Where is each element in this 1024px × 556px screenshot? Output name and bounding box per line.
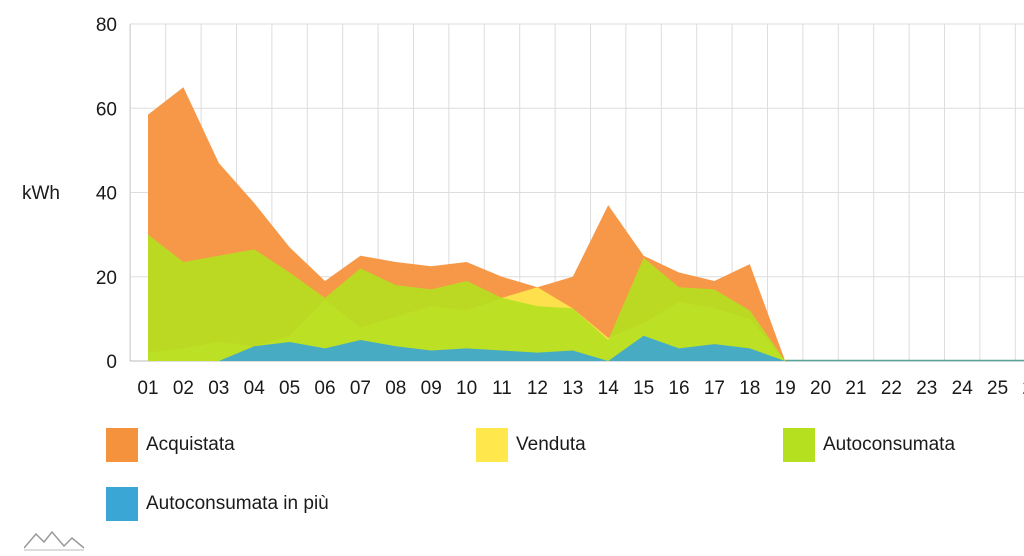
x-tick-label: 25	[987, 378, 1008, 399]
x-tick-label: 14	[598, 378, 620, 399]
legend-swatch-autoconsumata-in-piu	[106, 487, 138, 521]
legend-item-venduta[interactable]: Venduta	[476, 425, 586, 465]
x-tick-label: 19	[775, 378, 796, 399]
x-tick-label: 09	[421, 378, 442, 399]
y-tick-label: 40	[96, 184, 117, 205]
x-tick-label: 12	[527, 378, 548, 399]
legend-swatch-acquistata	[106, 428, 138, 462]
chart-areas	[148, 87, 1024, 362]
x-tick-label: 23	[916, 378, 937, 399]
x-axis-ticks: 01 02 03 04 05 06 07 08 09 10 11 12 13 14 15 16 17 18 19 20…	[137, 378, 1024, 399]
x-tick-label: 07	[350, 378, 371, 399]
x-tick-label: 03	[208, 378, 229, 399]
x-tick-label: 21	[845, 378, 866, 399]
y-tick-label: 0	[106, 352, 117, 373]
series-area-autoconsumata[interactable]	[148, 234, 1024, 361]
x-tick-label: 05	[279, 378, 300, 399]
x-tick-label: 17	[704, 378, 725, 399]
y-tick-label: 20	[96, 268, 117, 289]
x-tick-label: 16	[668, 378, 689, 399]
x-tick-label: 18	[739, 378, 760, 399]
x-tick-label: 20	[810, 378, 831, 399]
legend-swatch-autoconsumata	[783, 428, 815, 462]
legend-item-autoconsumata[interactable]: Autoconsumata	[783, 425, 955, 465]
x-tick-label: 08	[385, 378, 406, 399]
legend-item-autoconsumata-in-piu[interactable]: Autoconsumata in più	[106, 484, 329, 524]
x-tick-label: 15	[633, 378, 654, 399]
area-chart: 0 20 40 60 80 01 02 03 04 05 06 07 08 09 10 11 12 13 14 15…	[22, 15, 1024, 399]
mountain-logo-icon	[24, 530, 85, 551]
legend-swatch-venduta	[476, 428, 508, 462]
x-tick-label: 11	[492, 378, 512, 399]
x-tick-label: 26	[1022, 378, 1024, 399]
x-tick-label: 24	[952, 378, 974, 399]
chart-legend: Acquistata Venduta Autoconsumata Autocon…	[0, 420, 1024, 530]
y-axis-label: kWh	[22, 183, 60, 204]
x-tick-label: 22	[881, 378, 902, 399]
x-tick-label: 06	[314, 378, 335, 399]
x-tick-label: 02	[173, 378, 194, 399]
series-area-autoconsumata-in-pi-[interactable]	[148, 335, 1024, 361]
legend-label: Venduta	[516, 434, 586, 455]
legend-label: Autoconsumata in più	[146, 493, 329, 514]
x-tick-label: 13	[562, 378, 583, 399]
x-tick-label: 01	[137, 378, 158, 399]
y-tick-label: 80	[96, 15, 117, 36]
x-tick-label: 10	[456, 378, 477, 399]
x-tick-label: 04	[244, 378, 266, 399]
y-axis-ticks: 0 20 40 60 80	[96, 15, 117, 373]
legend-item-acquistata[interactable]: Acquistata	[106, 425, 235, 465]
y-tick-label: 60	[96, 99, 117, 120]
legend-label: Autoconsumata	[823, 434, 956, 455]
legend-label: Acquistata	[146, 434, 235, 455]
